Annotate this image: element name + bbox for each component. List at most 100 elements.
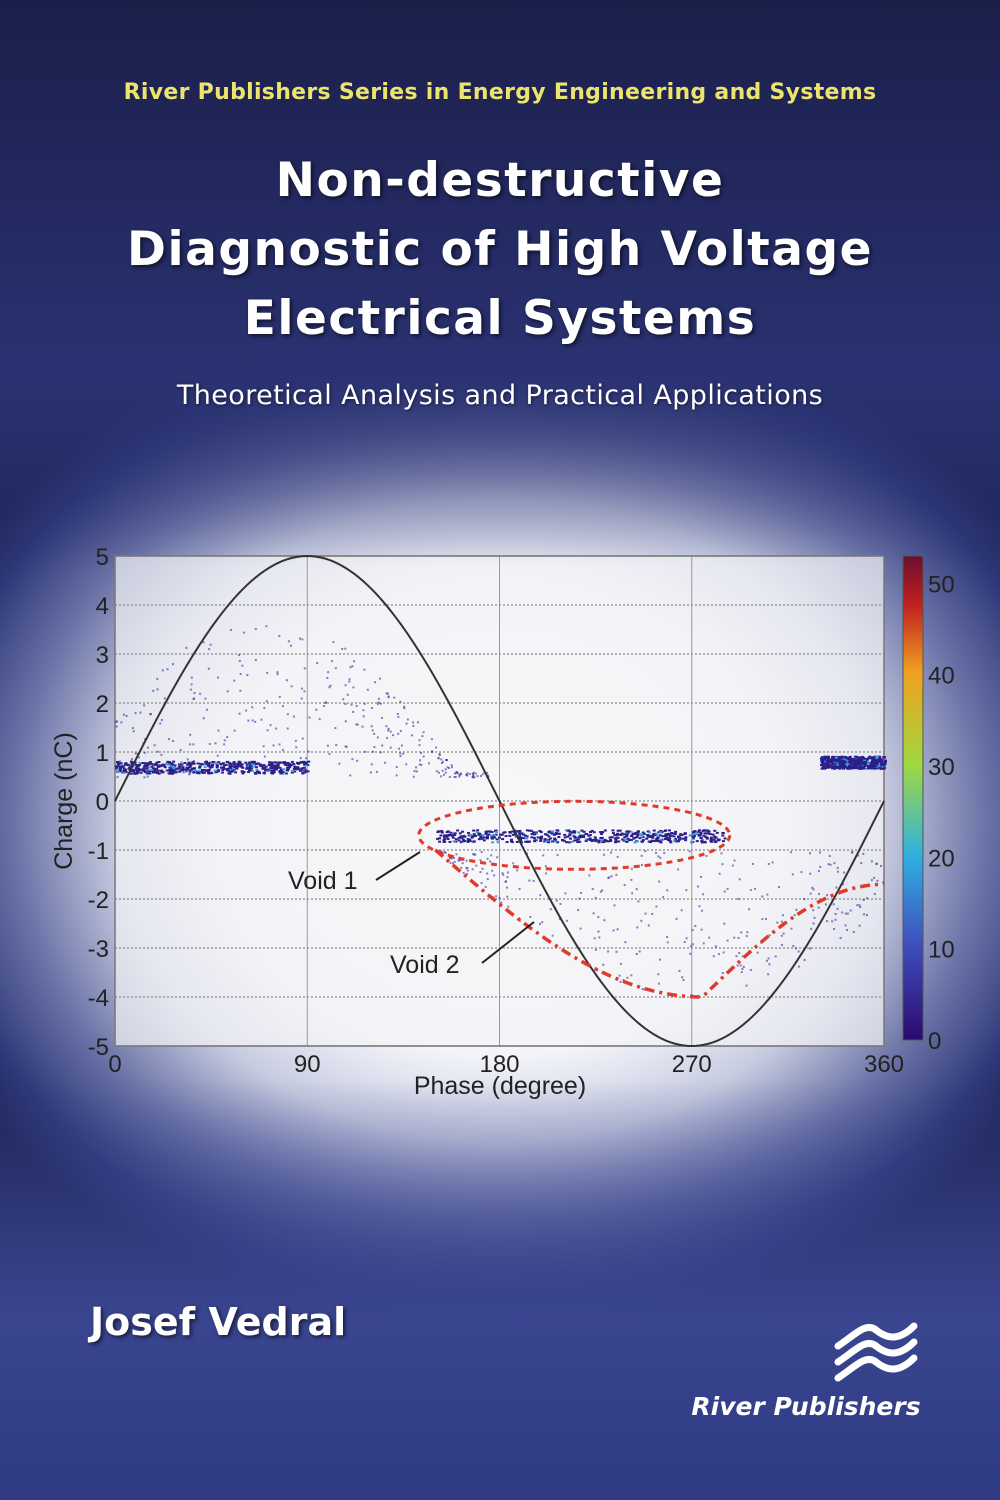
data-point bbox=[690, 841, 694, 844]
data-point bbox=[490, 830, 494, 833]
data-point bbox=[399, 700, 402, 703]
data-point bbox=[532, 836, 536, 839]
data-point bbox=[362, 709, 365, 712]
data-point bbox=[559, 903, 562, 906]
data-point bbox=[129, 760, 133, 763]
data-point bbox=[127, 764, 131, 767]
data-point bbox=[834, 913, 837, 916]
data-point bbox=[247, 766, 251, 769]
data-point bbox=[625, 833, 629, 836]
data-point bbox=[613, 834, 617, 837]
data-point bbox=[835, 767, 839, 770]
data-point bbox=[269, 764, 273, 767]
data-point bbox=[177, 766, 181, 769]
data-point bbox=[554, 833, 558, 836]
data-point bbox=[848, 759, 852, 762]
data-point bbox=[477, 832, 481, 835]
data-point bbox=[706, 832, 710, 835]
data-point bbox=[167, 763, 171, 766]
data-point bbox=[480, 837, 484, 840]
data-point bbox=[861, 755, 865, 758]
data-point bbox=[640, 919, 643, 922]
data-point bbox=[726, 887, 729, 890]
data-point bbox=[304, 764, 308, 767]
data-point bbox=[192, 743, 195, 746]
data-point bbox=[637, 900, 640, 903]
data-point bbox=[533, 833, 537, 836]
data-point bbox=[547, 831, 551, 834]
data-point bbox=[266, 768, 270, 771]
data-point bbox=[823, 767, 827, 770]
data-point bbox=[187, 763, 191, 766]
data-point bbox=[447, 833, 451, 836]
data-point bbox=[644, 850, 647, 853]
data-point bbox=[204, 761, 208, 764]
data-point bbox=[457, 839, 461, 842]
data-point bbox=[399, 752, 402, 755]
data-point bbox=[278, 766, 282, 769]
data-point bbox=[170, 772, 174, 775]
data-point bbox=[678, 836, 682, 839]
data-point bbox=[480, 850, 483, 853]
data-point bbox=[882, 881, 885, 884]
data-point bbox=[844, 924, 847, 927]
data-point bbox=[398, 747, 401, 750]
data-point bbox=[460, 836, 464, 839]
data-point bbox=[616, 836, 620, 839]
data-point bbox=[746, 931, 749, 934]
data-point bbox=[826, 920, 829, 923]
data-point bbox=[519, 836, 523, 839]
data-point bbox=[709, 839, 713, 842]
data-point bbox=[227, 767, 231, 770]
data-point bbox=[287, 640, 290, 643]
data-point bbox=[187, 761, 191, 764]
data-point bbox=[677, 868, 680, 871]
data-point bbox=[733, 936, 736, 939]
data-point bbox=[878, 767, 882, 770]
y-tick-label: 5 bbox=[96, 544, 109, 571]
data-point bbox=[683, 940, 686, 943]
data-point bbox=[648, 835, 652, 838]
data-point bbox=[879, 759, 883, 762]
data-point bbox=[790, 927, 793, 930]
data-point bbox=[803, 898, 806, 901]
data-point bbox=[498, 833, 502, 836]
data-point bbox=[495, 895, 498, 898]
data-point bbox=[820, 758, 824, 761]
data-point bbox=[648, 834, 652, 837]
data-point bbox=[418, 739, 421, 742]
data-point bbox=[180, 769, 184, 772]
data-point bbox=[479, 834, 483, 837]
data-point bbox=[344, 745, 347, 748]
data-point bbox=[661, 835, 665, 838]
data-point bbox=[667, 833, 671, 836]
data-point bbox=[438, 752, 441, 755]
data-point bbox=[842, 767, 846, 770]
data-point bbox=[658, 834, 662, 837]
data-point bbox=[675, 917, 678, 920]
data-point bbox=[658, 982, 661, 985]
data-point bbox=[853, 759, 857, 762]
data-point bbox=[872, 764, 876, 767]
data-point bbox=[273, 761, 277, 764]
data-point bbox=[623, 884, 626, 887]
data-point bbox=[454, 838, 458, 841]
data-point bbox=[691, 835, 695, 838]
data-point bbox=[253, 761, 257, 764]
data-point bbox=[714, 841, 718, 844]
data-point bbox=[443, 834, 447, 837]
data-point bbox=[839, 764, 843, 767]
data-point bbox=[221, 762, 225, 765]
data-point bbox=[370, 763, 373, 766]
data-point bbox=[695, 840, 699, 843]
data-point bbox=[496, 856, 499, 859]
data-point bbox=[316, 662, 319, 665]
data-point bbox=[825, 764, 829, 767]
data-point bbox=[224, 763, 228, 766]
data-point bbox=[278, 695, 281, 698]
data-point bbox=[493, 836, 497, 839]
data-point bbox=[693, 830, 697, 833]
data-point bbox=[269, 767, 273, 770]
data-point bbox=[688, 834, 692, 837]
data-point bbox=[841, 911, 844, 914]
